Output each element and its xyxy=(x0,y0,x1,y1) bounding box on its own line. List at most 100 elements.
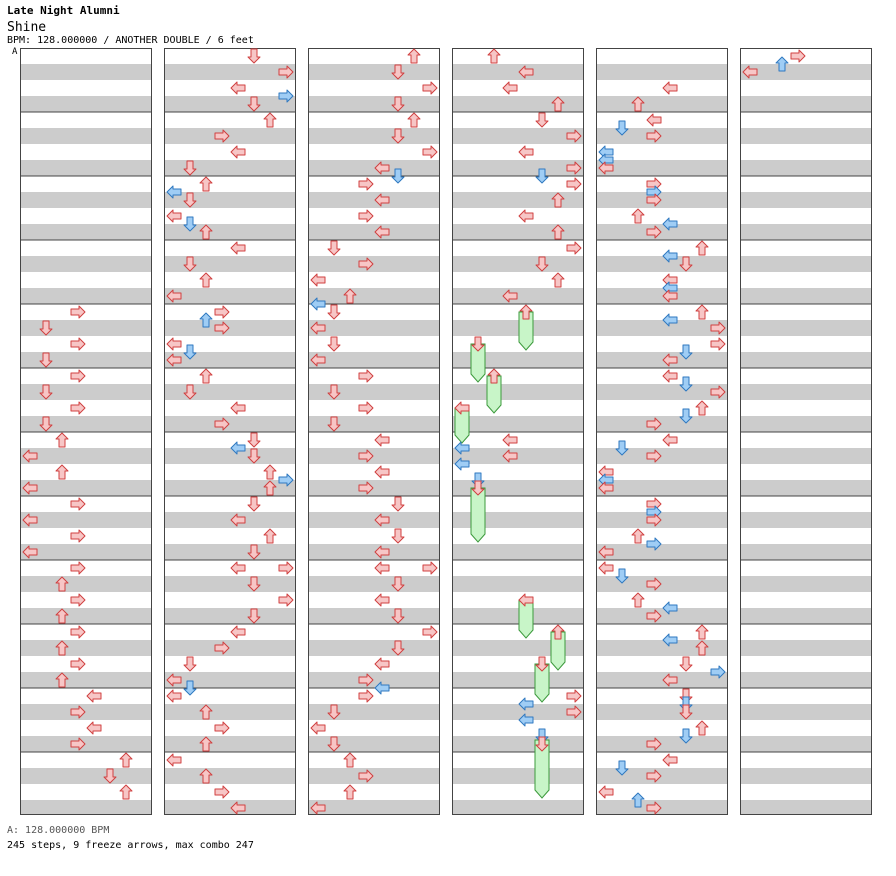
beat-stripe xyxy=(452,64,584,80)
arrow-down-icon xyxy=(535,256,549,272)
arrow-up-icon xyxy=(55,432,69,448)
beat-stripe xyxy=(452,128,584,144)
beat-stripe xyxy=(452,672,584,688)
arrow-up-icon xyxy=(631,528,645,544)
arrow-left-icon xyxy=(230,241,246,255)
arrow-right-icon xyxy=(70,593,86,607)
beat-stripe xyxy=(20,96,152,112)
beat-stripe xyxy=(452,800,584,815)
arrow-up-icon xyxy=(407,112,421,128)
arrow-up-icon xyxy=(199,312,213,328)
arrow-right-icon xyxy=(214,321,230,335)
arrow-left-icon xyxy=(518,697,534,711)
arrow-left-icon xyxy=(22,513,38,527)
arrow-left-icon xyxy=(310,353,326,367)
arrow-right-icon xyxy=(566,177,582,191)
beat-stripe xyxy=(596,768,728,784)
beat-stripe xyxy=(308,576,440,592)
arrow-down-icon xyxy=(391,168,405,184)
arrow-right-icon xyxy=(214,129,230,143)
arrow-down-icon xyxy=(247,96,261,112)
arrow-down-icon xyxy=(679,408,693,424)
arrow-up-icon xyxy=(55,672,69,688)
beat-stripe xyxy=(596,672,728,688)
beat-stripe xyxy=(452,416,584,432)
beat-stripe xyxy=(740,448,872,464)
arrow-left-icon xyxy=(374,657,390,671)
beat-stripe xyxy=(164,224,296,240)
arrow-down-icon xyxy=(391,64,405,80)
arrow-left-icon xyxy=(374,561,390,575)
arrow-left-icon xyxy=(166,185,182,199)
beat-stripe xyxy=(308,320,440,336)
column-border xyxy=(308,48,440,815)
beat-stripe xyxy=(20,256,152,272)
bpm-marker-label: A xyxy=(12,47,18,57)
arrow-up-icon xyxy=(343,752,357,768)
beat-stripe xyxy=(20,160,152,176)
beat-stripe xyxy=(740,640,872,656)
arrow-left-icon xyxy=(662,249,678,263)
arrow-down-icon xyxy=(183,160,197,176)
arrow-up-icon xyxy=(551,192,565,208)
chart-stats: 245 steps, 9 freeze arrows, max combo 24… xyxy=(7,840,254,851)
arrow-down-icon xyxy=(679,728,693,744)
arrow-right-icon xyxy=(358,481,374,495)
arrow-right-icon xyxy=(278,561,294,575)
beat-stripe xyxy=(164,320,296,336)
arrow-left-icon xyxy=(166,753,182,767)
arrow-left-icon xyxy=(662,353,678,367)
arrow-left-icon xyxy=(230,561,246,575)
beat-stripe xyxy=(308,384,440,400)
arrow-right-icon xyxy=(70,561,86,575)
beat-stripe xyxy=(452,320,584,336)
beat-stripe xyxy=(452,544,584,560)
beat-stripe xyxy=(20,416,152,432)
arrow-up-icon xyxy=(199,176,213,192)
arrow-left-icon xyxy=(646,113,662,127)
beat-stripe xyxy=(740,608,872,624)
arrow-down-icon xyxy=(183,216,197,232)
beat-stripe xyxy=(20,640,152,656)
beat-stripe xyxy=(740,544,872,560)
arrow-left-icon xyxy=(518,593,534,607)
arrow-up-icon xyxy=(343,288,357,304)
beat-stripe xyxy=(596,288,728,304)
arrow-right-icon xyxy=(358,673,374,687)
arrow-down-icon xyxy=(327,304,341,320)
arrow-right-icon xyxy=(278,593,294,607)
arrow-left-icon xyxy=(518,209,534,223)
beat-stripe xyxy=(740,160,872,176)
beat-stripe xyxy=(308,480,440,496)
arrow-left-icon xyxy=(598,545,614,559)
arrow-left-icon xyxy=(454,457,470,471)
beat-stripe xyxy=(164,768,296,784)
beat-stripe xyxy=(308,512,440,528)
arrow-down-icon xyxy=(247,608,261,624)
arrow-right-icon xyxy=(646,225,662,239)
arrow-up-icon xyxy=(199,368,213,384)
arrow-down-icon xyxy=(615,120,629,136)
arrow-right-icon xyxy=(70,337,86,351)
beat-stripe xyxy=(20,800,152,815)
arrow-up-icon xyxy=(695,720,709,736)
arrow-down-icon xyxy=(391,96,405,112)
beat-stripe xyxy=(740,512,872,528)
arrow-down-icon xyxy=(391,608,405,624)
arrow-left-icon xyxy=(454,441,470,455)
arrow-up-icon xyxy=(695,624,709,640)
arrow-left-icon xyxy=(598,785,614,799)
arrow-down-icon xyxy=(247,448,261,464)
arrow-left-icon xyxy=(230,401,246,415)
beat-stripe xyxy=(164,256,296,272)
beat-stripe xyxy=(308,736,440,752)
beat-stripe xyxy=(452,448,584,464)
arrow-right-icon xyxy=(278,89,294,103)
beat-stripe xyxy=(452,384,584,400)
arrow-left-icon xyxy=(310,801,326,815)
arrow-up-icon xyxy=(695,304,709,320)
arrow-left-icon xyxy=(662,673,678,687)
beat-stripe xyxy=(596,608,728,624)
beat-stripe xyxy=(164,544,296,560)
arrow-down-icon xyxy=(39,352,53,368)
